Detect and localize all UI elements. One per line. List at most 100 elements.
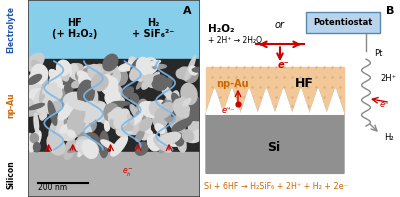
Ellipse shape [189, 66, 197, 75]
Ellipse shape [131, 118, 142, 132]
Ellipse shape [181, 84, 197, 105]
Polygon shape [258, 89, 275, 114]
Ellipse shape [130, 59, 141, 75]
Bar [28, 152, 200, 197]
Ellipse shape [89, 92, 94, 113]
Ellipse shape [127, 118, 142, 135]
Ellipse shape [133, 112, 143, 125]
Ellipse shape [64, 87, 71, 96]
Polygon shape [223, 89, 240, 114]
Text: Potentiostat: Potentiostat [313, 18, 373, 27]
Ellipse shape [32, 60, 40, 71]
Ellipse shape [162, 101, 179, 110]
Ellipse shape [23, 134, 33, 143]
Ellipse shape [136, 99, 149, 122]
Ellipse shape [50, 101, 62, 114]
Ellipse shape [40, 111, 47, 118]
Ellipse shape [117, 120, 133, 131]
Ellipse shape [82, 88, 98, 109]
Text: e⁻: e⁻ [380, 100, 390, 109]
Ellipse shape [155, 124, 165, 133]
Ellipse shape [142, 76, 153, 89]
Ellipse shape [183, 130, 201, 142]
Ellipse shape [63, 61, 72, 76]
Polygon shape [327, 89, 344, 114]
Ellipse shape [115, 116, 126, 128]
Ellipse shape [188, 120, 203, 131]
Ellipse shape [185, 56, 196, 80]
Ellipse shape [82, 121, 92, 135]
Ellipse shape [145, 74, 159, 88]
Ellipse shape [155, 100, 168, 115]
Ellipse shape [30, 134, 38, 143]
Polygon shape [292, 89, 310, 114]
Ellipse shape [113, 70, 120, 84]
Ellipse shape [138, 102, 148, 114]
Ellipse shape [59, 63, 69, 81]
Ellipse shape [177, 134, 186, 152]
Ellipse shape [71, 113, 83, 126]
Ellipse shape [112, 101, 130, 105]
Ellipse shape [58, 103, 74, 120]
Ellipse shape [172, 93, 181, 108]
Ellipse shape [64, 92, 86, 109]
Ellipse shape [76, 140, 92, 153]
Ellipse shape [105, 89, 120, 105]
Ellipse shape [155, 109, 163, 122]
Ellipse shape [79, 75, 88, 85]
Ellipse shape [28, 103, 44, 110]
Ellipse shape [64, 73, 76, 98]
Ellipse shape [68, 64, 83, 72]
Ellipse shape [136, 110, 146, 120]
Text: + 2H⁺ → 2H₂O: + 2H⁺ → 2H₂O [208, 36, 262, 45]
Ellipse shape [68, 110, 78, 123]
Text: H₂: H₂ [384, 133, 394, 142]
Ellipse shape [25, 83, 37, 95]
Ellipse shape [82, 66, 102, 73]
Text: Electrolyte: Electrolyte [6, 6, 15, 53]
Ellipse shape [170, 136, 178, 146]
Ellipse shape [179, 67, 191, 80]
Text: eᴴ⁻: eᴴ⁻ [221, 106, 235, 115]
Ellipse shape [106, 99, 121, 116]
Ellipse shape [174, 117, 185, 134]
Ellipse shape [163, 100, 175, 122]
Ellipse shape [60, 123, 74, 133]
Text: Silicon: Silicon [6, 160, 15, 189]
Ellipse shape [138, 106, 146, 128]
Ellipse shape [186, 111, 204, 121]
Ellipse shape [136, 130, 144, 141]
Bar [28, 59, 200, 152]
Ellipse shape [81, 101, 98, 123]
Ellipse shape [78, 137, 90, 157]
Ellipse shape [164, 136, 180, 146]
Ellipse shape [93, 101, 112, 124]
Ellipse shape [110, 117, 122, 129]
Ellipse shape [30, 85, 37, 95]
Bar [28, 0, 200, 59]
Ellipse shape [48, 101, 57, 125]
Ellipse shape [139, 58, 158, 75]
Ellipse shape [31, 64, 48, 84]
Ellipse shape [112, 116, 122, 125]
Ellipse shape [56, 115, 70, 132]
Ellipse shape [68, 142, 90, 152]
Ellipse shape [77, 106, 93, 124]
Ellipse shape [82, 140, 98, 158]
Ellipse shape [46, 102, 57, 114]
Ellipse shape [111, 86, 122, 102]
Ellipse shape [88, 65, 103, 80]
Polygon shape [206, 89, 344, 173]
Ellipse shape [155, 103, 174, 119]
Ellipse shape [34, 142, 40, 152]
Ellipse shape [152, 101, 169, 128]
Ellipse shape [104, 120, 110, 131]
Ellipse shape [76, 137, 98, 157]
Ellipse shape [26, 74, 42, 92]
Ellipse shape [111, 96, 124, 109]
Ellipse shape [58, 71, 71, 84]
Ellipse shape [136, 69, 152, 89]
Ellipse shape [28, 74, 42, 84]
Ellipse shape [70, 102, 82, 117]
Ellipse shape [46, 86, 62, 101]
